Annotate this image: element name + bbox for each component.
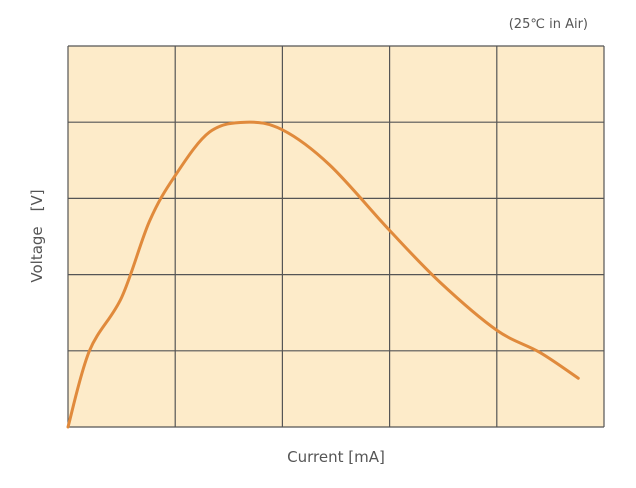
y-axis-label: Voltage [V] [28, 189, 46, 282]
plot-area [68, 46, 604, 427]
x-axis-label: Current [mA] [287, 448, 385, 466]
data-line [66, 120, 580, 429]
chart-note: (25℃ in Air) [509, 17, 588, 32]
